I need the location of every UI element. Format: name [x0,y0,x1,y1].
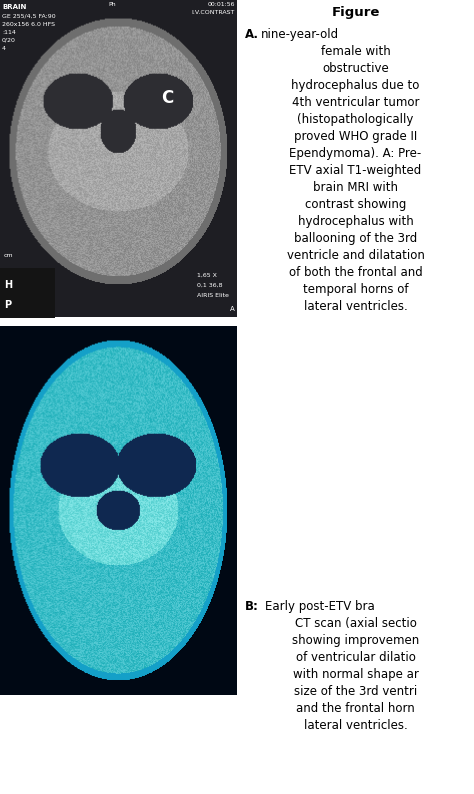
Text: P: P [4,300,11,310]
Text: 1,65 X: 1,65 X [197,273,217,278]
Text: B:: B: [245,600,259,613]
Text: temporal horns of: temporal horns of [303,283,408,296]
Text: Ph: Ph [108,2,116,7]
Text: proved WHO grade II: proved WHO grade II [294,130,417,143]
Text: nine-year-old: nine-year-old [261,28,339,41]
Text: size of the 3rd ventri: size of the 3rd ventri [294,685,417,698]
Text: CT scan (axial sectio: CT scan (axial sectio [294,617,417,630]
Text: ETV axial T1-weighted: ETV axial T1-weighted [289,164,422,177]
Text: BRAIN: BRAIN [2,4,27,10]
Text: lateral ventricles.: lateral ventricles. [304,300,407,313]
Text: GE 255/4,5 FA:90: GE 255/4,5 FA:90 [2,14,55,19]
Text: C: C [161,89,173,107]
Text: 4th ventricular tumor: 4th ventricular tumor [292,96,419,109]
Text: I.V.CONTRAST: I.V.CONTRAST [191,10,235,15]
Text: ventricle and dilatation: ventricle and dilatation [287,249,424,262]
Text: female with: female with [320,45,391,58]
Text: Early post-ETV bra: Early post-ETV bra [265,600,375,613]
Text: 4: 4 [2,46,6,51]
Text: of ventricular dilatio: of ventricular dilatio [296,651,415,664]
Text: :114: :114 [2,30,16,35]
Text: H: H [4,280,12,290]
Text: cm: cm [4,253,14,258]
Text: A.: A. [245,28,259,41]
Text: A: A [230,306,235,312]
Text: 00:01:56: 00:01:56 [208,2,235,7]
Text: ballooning of the 3rd: ballooning of the 3rd [294,232,417,245]
Text: of both the frontal and: of both the frontal and [289,266,422,279]
Text: 260x156 6.0 HFS: 260x156 6.0 HFS [2,22,55,27]
Text: 0,1 36,8: 0,1 36,8 [197,283,222,288]
Text: showing improvemen: showing improvemen [292,634,419,647]
Text: with normal shape ar: with normal shape ar [292,668,419,681]
Text: brain MRI with: brain MRI with [313,181,398,194]
Text: Figure: Figure [331,6,380,19]
Text: obstructive: obstructive [322,62,389,75]
Text: hydrocephalus due to: hydrocephalus due to [292,79,419,92]
Text: Ependymoma). A: Pre-: Ependymoma). A: Pre- [289,147,422,160]
Text: AIRIS Elite: AIRIS Elite [197,293,229,298]
Text: 0/20: 0/20 [2,38,16,43]
Text: lateral ventricles.: lateral ventricles. [304,719,407,732]
Text: hydrocephalus with: hydrocephalus with [298,215,413,228]
Text: (histopathologically: (histopathologically [297,113,414,126]
Text: and the frontal horn: and the frontal horn [296,702,415,715]
Text: contrast showing: contrast showing [305,198,406,211]
